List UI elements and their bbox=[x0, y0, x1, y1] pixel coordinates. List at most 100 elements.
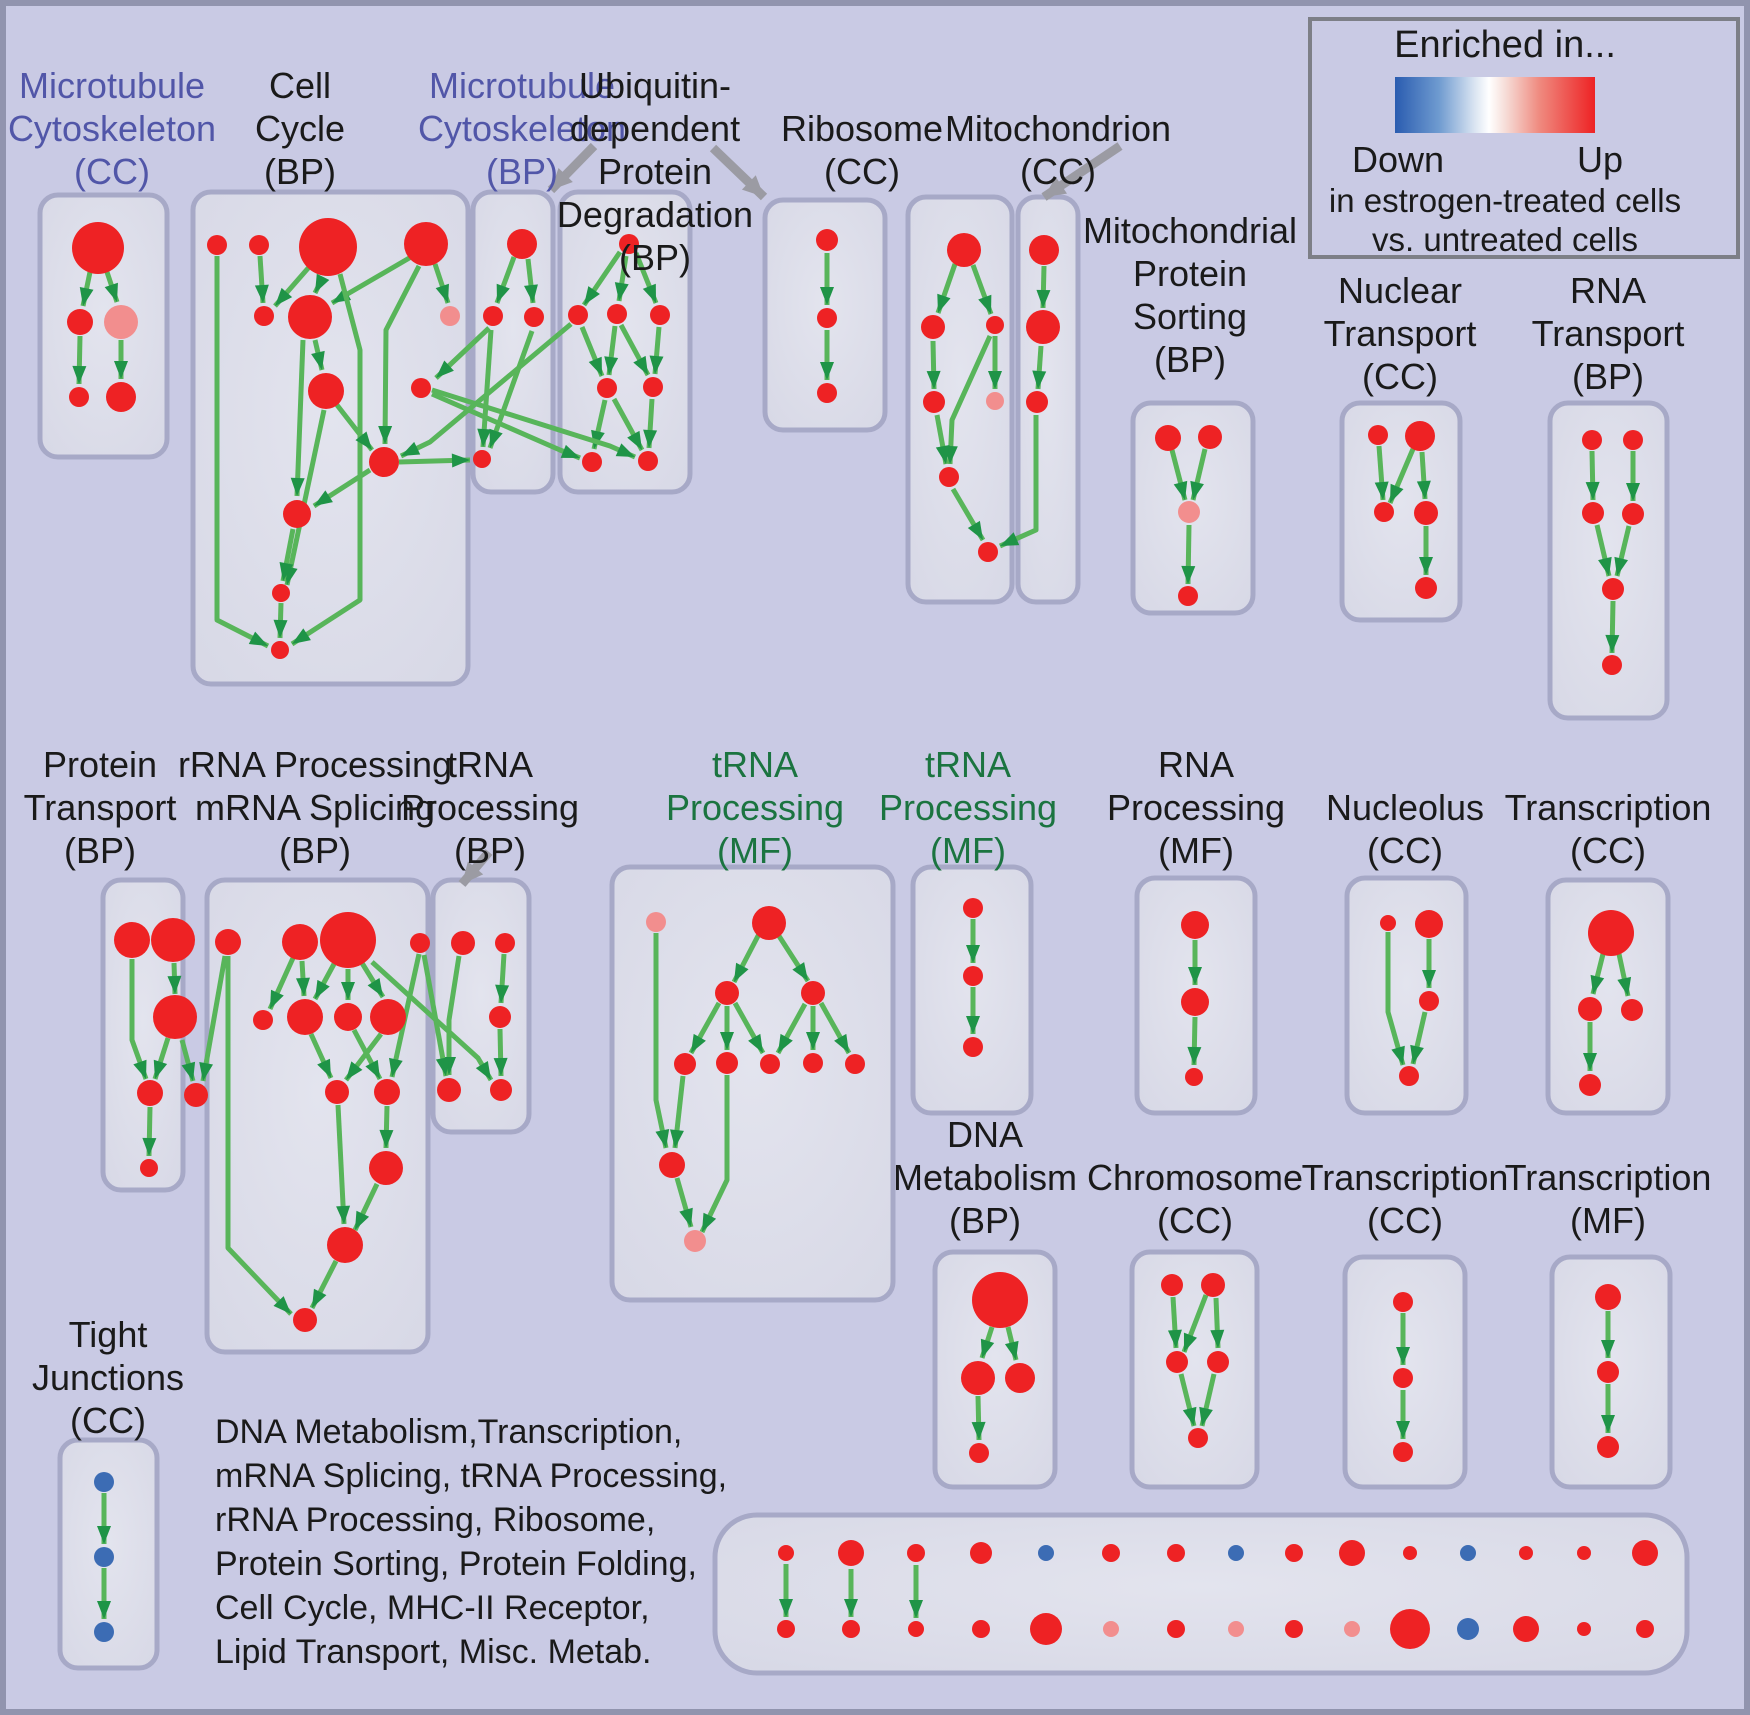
protein-transport-bp-node bbox=[114, 922, 150, 958]
dna-metabolism-bp-edge bbox=[1004, 1326, 1019, 1361]
misc-node-top bbox=[1577, 1546, 1591, 1560]
cell-cycle-bp-edge bbox=[273, 264, 312, 308]
misc-node-top bbox=[1460, 1545, 1476, 1561]
cross-cluster-edge bbox=[398, 453, 471, 468]
dna-metabolism-bp-label: (BP) bbox=[949, 1200, 1021, 1241]
mitochondrial-protein-sorting-bp-label: Protein bbox=[1133, 253, 1247, 294]
misc-node-top bbox=[1632, 1540, 1658, 1566]
trna-processing-mf-2-node bbox=[963, 1037, 983, 1057]
misc-node-top bbox=[1038, 1545, 1054, 1561]
rrna-processing-mrna-splicing-bp-node bbox=[370, 999, 406, 1035]
ubiquitin-degradation-bp-edge bbox=[604, 325, 619, 376]
dna-metabolism-bp-edge bbox=[979, 1326, 995, 1359]
rrna-processing-mrna-splicing-bp-node bbox=[334, 1003, 362, 1031]
chromosome-cc-edge bbox=[1181, 1294, 1209, 1353]
mitochondrial-protein-sorting-bp-edge bbox=[1181, 524, 1196, 585]
tight-junctions-cc-label: Junctions bbox=[32, 1357, 184, 1398]
trna-processing-bp-label: (BP) bbox=[454, 830, 526, 871]
rna-processing-mf-edge bbox=[1187, 1016, 1202, 1066]
ubiquitin-degradation-bp-node bbox=[619, 234, 639, 254]
transcription-cc-row2-node bbox=[1621, 999, 1643, 1021]
ubiquitin-degradation-bp-edge bbox=[633, 252, 659, 304]
mitochondrial-protein-sorting-bp-edge bbox=[1190, 448, 1208, 501]
trna-processing-mf-1-node bbox=[716, 1052, 738, 1074]
misc-node-bottom bbox=[842, 1620, 860, 1638]
rna-transport-bp-node bbox=[1582, 430, 1602, 450]
cell-cycle-bp-node bbox=[288, 295, 332, 339]
misc-node-bottom bbox=[908, 1621, 924, 1637]
nucleolus-cc-node bbox=[1419, 991, 1439, 1011]
mitochondrial-protein-sorting-bp-node bbox=[1198, 425, 1222, 449]
trna-processing-mf-1-edge bbox=[688, 1001, 722, 1055]
transcription-mf-node bbox=[1597, 1436, 1619, 1458]
cell-cycle-bp-edge bbox=[312, 467, 372, 509]
ribosome-cc-node bbox=[921, 315, 945, 339]
protein-transport-bp-edge bbox=[129, 959, 149, 1080]
microtubule-cytoskeleton-bp-edge bbox=[487, 330, 535, 449]
nuclear-transport-cc-edge bbox=[1374, 445, 1389, 501]
misc-node-top bbox=[1339, 1540, 1365, 1566]
rrna-processing-mrna-splicing-bp-edge bbox=[309, 1259, 339, 1310]
ribosome-cc-node bbox=[986, 316, 1004, 334]
microtubule-cytoskeleton-bp-edge bbox=[477, 329, 494, 448]
nuclear-transport-cc-box bbox=[1339, 400, 1463, 623]
rrna-processing-mrna-splicing-bp-edge bbox=[308, 1032, 334, 1080]
cross-cluster-edge bbox=[421, 954, 450, 1077]
microtubule-cytoskeleton-cc-edge bbox=[79, 271, 94, 307]
misc-node-top bbox=[778, 1545, 794, 1561]
protein-transport-bp-edge bbox=[179, 1039, 196, 1082]
microtubule-cytoskeleton-bp-label: (BP) bbox=[486, 151, 558, 192]
transcription-cc-row2-edge bbox=[1616, 953, 1632, 997]
ubiquitin-degradation-bp-edge bbox=[643, 398, 658, 449]
dna-metabolism-bp-node bbox=[1005, 1363, 1035, 1393]
transcription-cc-row2-box bbox=[1545, 877, 1671, 1116]
legend-subtitle: in estrogen-treated cells bbox=[1329, 182, 1681, 219]
misc-categories-text: rRNA Processing, Ribosome, bbox=[215, 1501, 655, 1539]
dna-metabolism-bp-node bbox=[972, 1272, 1028, 1328]
dna-metabolism-bp-node bbox=[969, 1443, 989, 1463]
cell-cycle-bp-node bbox=[271, 641, 289, 659]
mitochondrion-cc-edge bbox=[1032, 345, 1047, 390]
misc-categories-box bbox=[712, 1512, 1690, 1676]
cell-cycle-bp-edge bbox=[335, 403, 374, 452]
transcription-cc-row2-node bbox=[1578, 997, 1602, 1021]
ribosome-cc-label: Ribosome bbox=[781, 108, 943, 149]
misc-node-bottom bbox=[1457, 1618, 1479, 1640]
cell-cycle-bp-edge bbox=[279, 528, 296, 582]
rna-transport-bp-node bbox=[1602, 655, 1622, 675]
chromosome-cc-node bbox=[1161, 1274, 1183, 1296]
rna-processing-mf-label: Processing bbox=[1107, 787, 1285, 828]
rrna-processing-mrna-splicing-bp-label: rRNA Processing bbox=[178, 744, 452, 785]
dna-metabolism-bp-label: DNA bbox=[947, 1114, 1023, 1155]
nuclear-transport-cc-node bbox=[1405, 421, 1435, 451]
rrna-processing-mrna-splicing-bp-edge bbox=[379, 1105, 394, 1149]
rna-processing-mf-node bbox=[1181, 988, 1209, 1016]
cell-cycle-bp-node bbox=[272, 584, 290, 602]
cell-cycle-bp-edge bbox=[432, 263, 451, 304]
ubiquitin-degradation-bp-edge bbox=[614, 255, 629, 302]
transcription-mf-label: Transcription bbox=[1505, 1157, 1712, 1198]
nucleolus-cc-node bbox=[1380, 915, 1396, 931]
ribosome-cc-edge bbox=[950, 487, 986, 542]
cell-cycle-bp-node bbox=[404, 222, 448, 266]
label-pointer-arrow bbox=[547, 142, 598, 194]
trna-processing-mf-1-node bbox=[760, 1054, 780, 1074]
trna-processing-bp-node bbox=[495, 933, 515, 953]
nucleolus-cc-node bbox=[1399, 1066, 1419, 1086]
misc-node-bottom bbox=[1285, 1620, 1303, 1638]
trna-processing-mf-1-edge bbox=[674, 1177, 694, 1228]
ubiquitin-degradation-bp-node bbox=[650, 305, 670, 325]
microtubule-cytoskeleton-cc-edge bbox=[72, 335, 87, 385]
transcription-mf-label: (MF) bbox=[1570, 1200, 1646, 1241]
misc-node-top bbox=[970, 1542, 992, 1564]
rrna-processing-mrna-splicing-bp-edge bbox=[352, 1182, 380, 1232]
cell-cycle-bp-edge bbox=[273, 602, 288, 639]
cell-cycle-bp-label: (BP) bbox=[264, 151, 336, 192]
rrna-processing-mrna-splicing-bp-node bbox=[320, 912, 376, 968]
trna-processing-mf-2-label: Processing bbox=[879, 787, 1057, 828]
rrna-processing-mrna-splicing-bp-node bbox=[325, 1080, 349, 1104]
misc-node-top bbox=[1519, 1546, 1533, 1560]
rrna-processing-mrna-splicing-bp-edge bbox=[295, 960, 310, 997]
trna-processing-mf-1-edge bbox=[653, 933, 670, 1149]
